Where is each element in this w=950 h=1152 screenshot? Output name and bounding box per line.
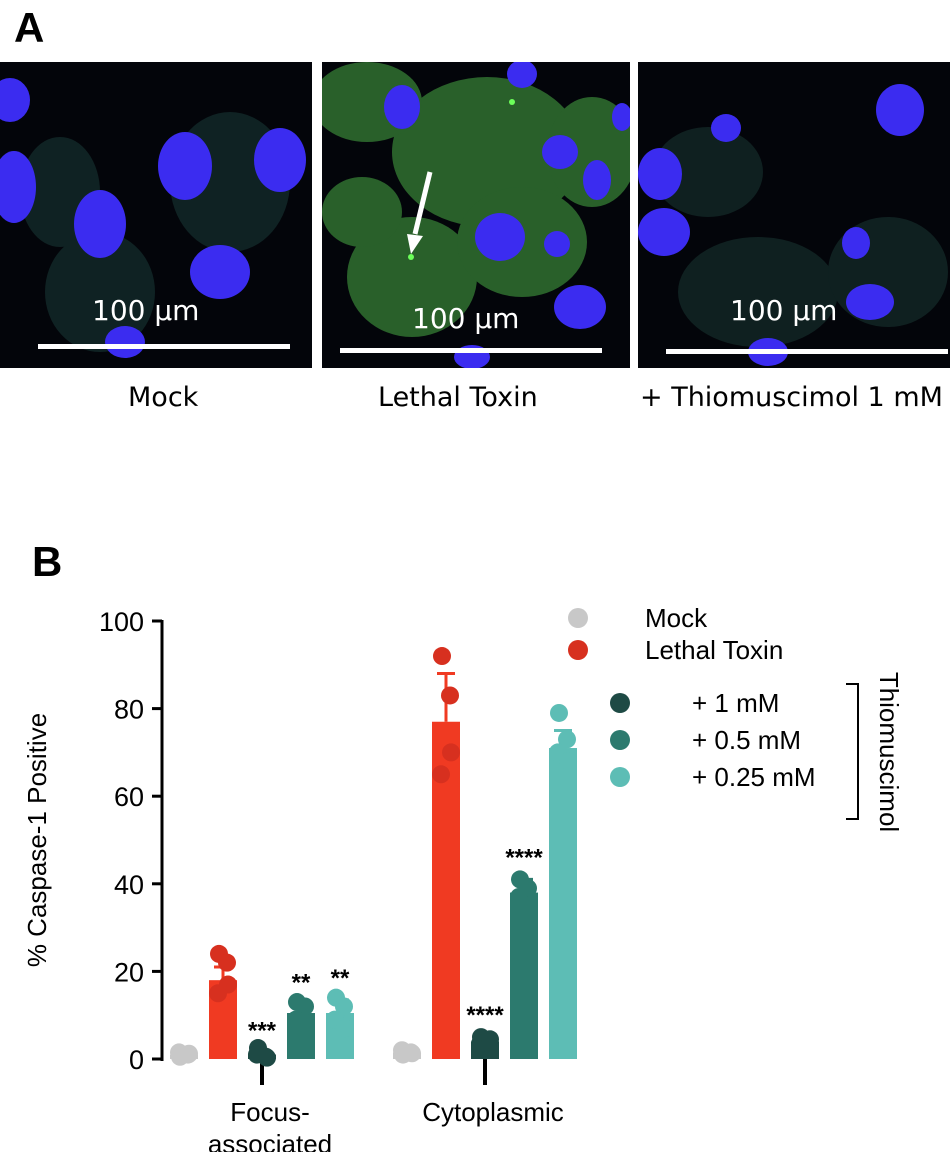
- data-point: [297, 1014, 315, 1033]
- scale-bar-label: 100 µm: [92, 294, 200, 327]
- caption-mock: Mock: [128, 382, 199, 413]
- legend-marker: [610, 730, 630, 750]
- data-point: [432, 765, 450, 784]
- x-tick-label: Focus-: [230, 1097, 309, 1127]
- data-point: [442, 743, 460, 762]
- y-tick-label: 0: [129, 1045, 144, 1075]
- legend-bracket: [846, 683, 859, 820]
- bar-chart: 0 20 40 60 80 100 % Caspase-1 Positive Focus-as…: [22, 603, 904, 1152]
- legend-marker: [568, 640, 588, 660]
- micrograph-image: [0, 62, 312, 368]
- scale-bar: [340, 348, 602, 353]
- significance-label: **: [292, 969, 311, 996]
- legend-label: Mock: [645, 603, 708, 633]
- data-point: [559, 752, 577, 771]
- legend-marker: [610, 767, 630, 787]
- legend-label: Lethal Toxin: [645, 635, 783, 665]
- scale-bar-label: 100 µm: [412, 302, 520, 335]
- bar: [510, 892, 538, 1059]
- y-tick-label: 40: [114, 870, 144, 900]
- caption-thiomuscimol: + Thiomuscimol 1 mM: [640, 382, 943, 413]
- data-point: [520, 896, 538, 915]
- legend-label: + 1 mM: [692, 688, 779, 718]
- legend-group-label: Thiomuscimol: [874, 672, 904, 832]
- y-tick-label: 80: [114, 695, 144, 725]
- data-point: [481, 1030, 499, 1049]
- legend-label: + 0.25 mM: [692, 762, 816, 792]
- data-point: [335, 997, 353, 1016]
- micrograph-image: [638, 62, 950, 368]
- micrograph-lethal-toxin: 100 µm: [322, 62, 630, 368]
- data-point: [336, 1019, 354, 1038]
- legend-label: + 0.5 mM: [692, 725, 801, 755]
- caption-lethal-toxin: Lethal Toxin: [378, 382, 538, 413]
- micrograph-image: [322, 62, 630, 368]
- data-point: [558, 730, 576, 749]
- data-point: [403, 1044, 421, 1063]
- significance-label: **: [331, 965, 350, 992]
- data-point: [258, 1048, 276, 1067]
- micrograph-mock: 100 µm: [0, 62, 312, 368]
- significance-label: ***: [248, 1017, 277, 1044]
- panel-label-b: B: [32, 538, 63, 585]
- significance-label: ****: [505, 844, 543, 871]
- y-tick-label: 100: [99, 607, 144, 637]
- panel-label-a: A: [14, 4, 45, 51]
- legend-marker: [610, 693, 630, 713]
- x-tick-label: Cytoplasmic: [422, 1097, 564, 1127]
- y-tick-label: 60: [114, 782, 144, 812]
- bar: [549, 748, 577, 1059]
- x-tick-label: associated: [208, 1129, 332, 1152]
- significance-label: ****: [466, 1002, 504, 1029]
- y-axis-label: % Caspase-1 Positive: [22, 713, 52, 967]
- data-point: [219, 975, 237, 994]
- data-point: [180, 1044, 198, 1063]
- y-tick-label: 20: [114, 957, 144, 987]
- legend-marker: [568, 608, 588, 628]
- data-point: [433, 647, 451, 666]
- data-point: [550, 703, 568, 722]
- data-point: [441, 686, 459, 705]
- micrograph-thiomuscimol: 100 µm: [638, 62, 950, 368]
- data-point: [218, 953, 236, 972]
- scale-bar: [38, 344, 290, 349]
- data-point: [296, 997, 314, 1016]
- scale-bar: [666, 349, 948, 354]
- scale-bar-label: 100 µm: [730, 294, 838, 327]
